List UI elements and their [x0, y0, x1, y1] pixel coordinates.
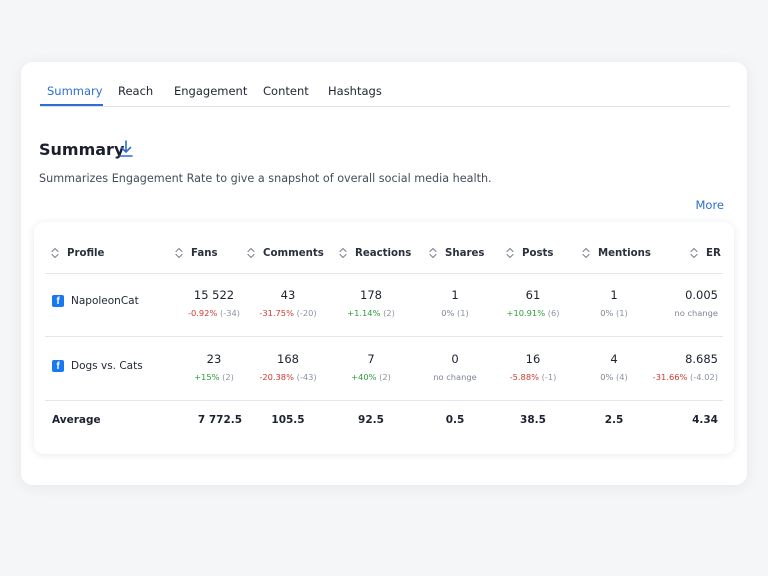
er-cell: 8.685 -31.66% (-4.02) [598, 352, 718, 382]
facebook-icon: f [52, 360, 64, 372]
column-header-label: Comments [263, 247, 324, 259]
column-header-comments[interactable]: Comments [247, 246, 324, 260]
cell-value: 178 [360, 288, 382, 302]
column-header-er[interactable]: ER [690, 246, 721, 260]
cell-value: 4 [610, 352, 618, 366]
column-header-shares[interactable]: Shares [429, 246, 484, 260]
profile-cell[interactable]: f NapoleonCat [52, 294, 139, 308]
column-header-label: Profile [67, 247, 105, 259]
sort-icon [247, 247, 255, 259]
average-shares: 0.5 [445, 414, 465, 426]
average-label: Average [52, 414, 101, 426]
cell-value: 15 522 [193, 288, 235, 302]
sort-icon [506, 247, 514, 259]
reactions-cell: 7 +40% (2) [321, 352, 421, 382]
facebook-icon: f [52, 295, 64, 307]
comments-cell: 168 -20.38% (-43) [238, 352, 338, 382]
average-er: 4.34 [692, 414, 718, 426]
profile-cell[interactable]: f Dogs vs. Cats [52, 359, 143, 373]
average-posts: 38.5 [520, 414, 546, 426]
cell-change: -0.92% (-34) [187, 308, 241, 318]
cell-value: 1 [451, 288, 459, 302]
cell-change: 0% (1) [441, 308, 469, 318]
column-header-label: Posts [522, 247, 554, 259]
cell-value: 23 [206, 352, 222, 366]
cell-value: 0.005 [685, 288, 718, 302]
cell-change: -31.75% (-20) [259, 308, 317, 318]
sort-icon [582, 247, 590, 259]
row-divider [45, 336, 723, 337]
posts-cell: 16 -5.88% (-1) [483, 352, 583, 382]
profile-name: Dogs vs. Cats [71, 360, 143, 372]
cell-value: 1 [610, 288, 618, 302]
shares-cell: 1 0% (1) [405, 288, 505, 318]
cell-change: -31.66% (-4.02) [652, 372, 718, 382]
cell-value: 61 [525, 288, 541, 302]
column-header-label: Reactions [355, 247, 412, 259]
cell-change: no change [674, 308, 718, 318]
column-header-profile[interactable]: Profile [51, 246, 104, 260]
sort-icon [51, 247, 59, 259]
cell-change: +15% (2) [194, 372, 234, 382]
summary-card: Summary Reach Engagement Content Hashtag… [21, 62, 747, 485]
mentions-cell: 1 0% (1) [564, 288, 664, 318]
cell-change: 0% (4) [600, 372, 628, 382]
tab-content[interactable]: Content [263, 84, 309, 98]
cell-change: no change [433, 372, 477, 382]
cell-value: 0 [451, 352, 459, 366]
column-header-label: ER [706, 247, 721, 259]
mentions-cell: 4 0% (4) [564, 352, 664, 382]
sort-icon [339, 247, 347, 259]
more-link[interactable]: More [695, 198, 724, 212]
average-mentions: 2.5 [604, 414, 624, 426]
active-tab-indicator [40, 104, 103, 106]
cell-change: -20.38% (-43) [259, 372, 317, 382]
shares-cell: 0 no change [405, 352, 505, 382]
cell-change: -5.88% (-1) [509, 372, 557, 382]
average-reactions: 92.5 [358, 414, 384, 426]
tab-bar: Summary Reach Engagement Content Hashtag… [40, 62, 730, 107]
posts-cell: 61 +10.91% (6) [483, 288, 583, 318]
column-header-label: Mentions [598, 247, 651, 259]
profile-name: NapoleonCat [71, 295, 139, 307]
download-icon[interactable] [118, 140, 134, 158]
column-header-reactions[interactable]: Reactions [339, 246, 411, 260]
cell-value: 168 [277, 352, 299, 366]
cell-value: 7 [367, 352, 375, 366]
fans-cell: 15 522 -0.92% (-34) [164, 288, 264, 318]
section-title: Summary [39, 140, 125, 159]
sort-icon [690, 247, 698, 259]
comments-cell: 43 -31.75% (-20) [238, 288, 338, 318]
cell-value: 8.685 [685, 352, 718, 366]
tab-engagement[interactable]: Engagement [174, 84, 248, 98]
tab-hashtags[interactable]: Hashtags [328, 84, 382, 98]
cell-change: +10.91% (6) [506, 308, 560, 318]
er-cell: 0.005 no change [598, 288, 718, 318]
section-description: Summarizes Engagement Rate to give a sna… [39, 172, 492, 185]
column-header-fans[interactable]: Fans [175, 246, 218, 260]
cell-change: +1.14% (2) [347, 308, 395, 318]
column-header-label: Shares [445, 247, 485, 259]
sort-icon [175, 247, 183, 259]
average-comments: 105.5 [271, 414, 305, 426]
column-header-posts[interactable]: Posts [506, 246, 553, 260]
column-header-label: Fans [191, 247, 218, 259]
row-divider [45, 400, 723, 401]
tab-summary[interactable]: Summary [47, 84, 103, 98]
reactions-cell: 178 +1.14% (2) [321, 288, 421, 318]
tab-reach[interactable]: Reach [118, 84, 154, 98]
cell-change: +40% (2) [351, 372, 391, 382]
cell-value: 43 [280, 288, 296, 302]
summary-table: Profile Fans Comments Reactions Shares P… [34, 222, 734, 454]
sort-icon [429, 247, 437, 259]
row-divider [45, 273, 723, 274]
cell-value: 16 [525, 352, 541, 366]
fans-cell: 23 +15% (2) [164, 352, 264, 382]
column-header-mentions[interactable]: Mentions [582, 246, 651, 260]
average-fans: 7 772.5 [197, 414, 243, 426]
cell-change: 0% (1) [600, 308, 628, 318]
